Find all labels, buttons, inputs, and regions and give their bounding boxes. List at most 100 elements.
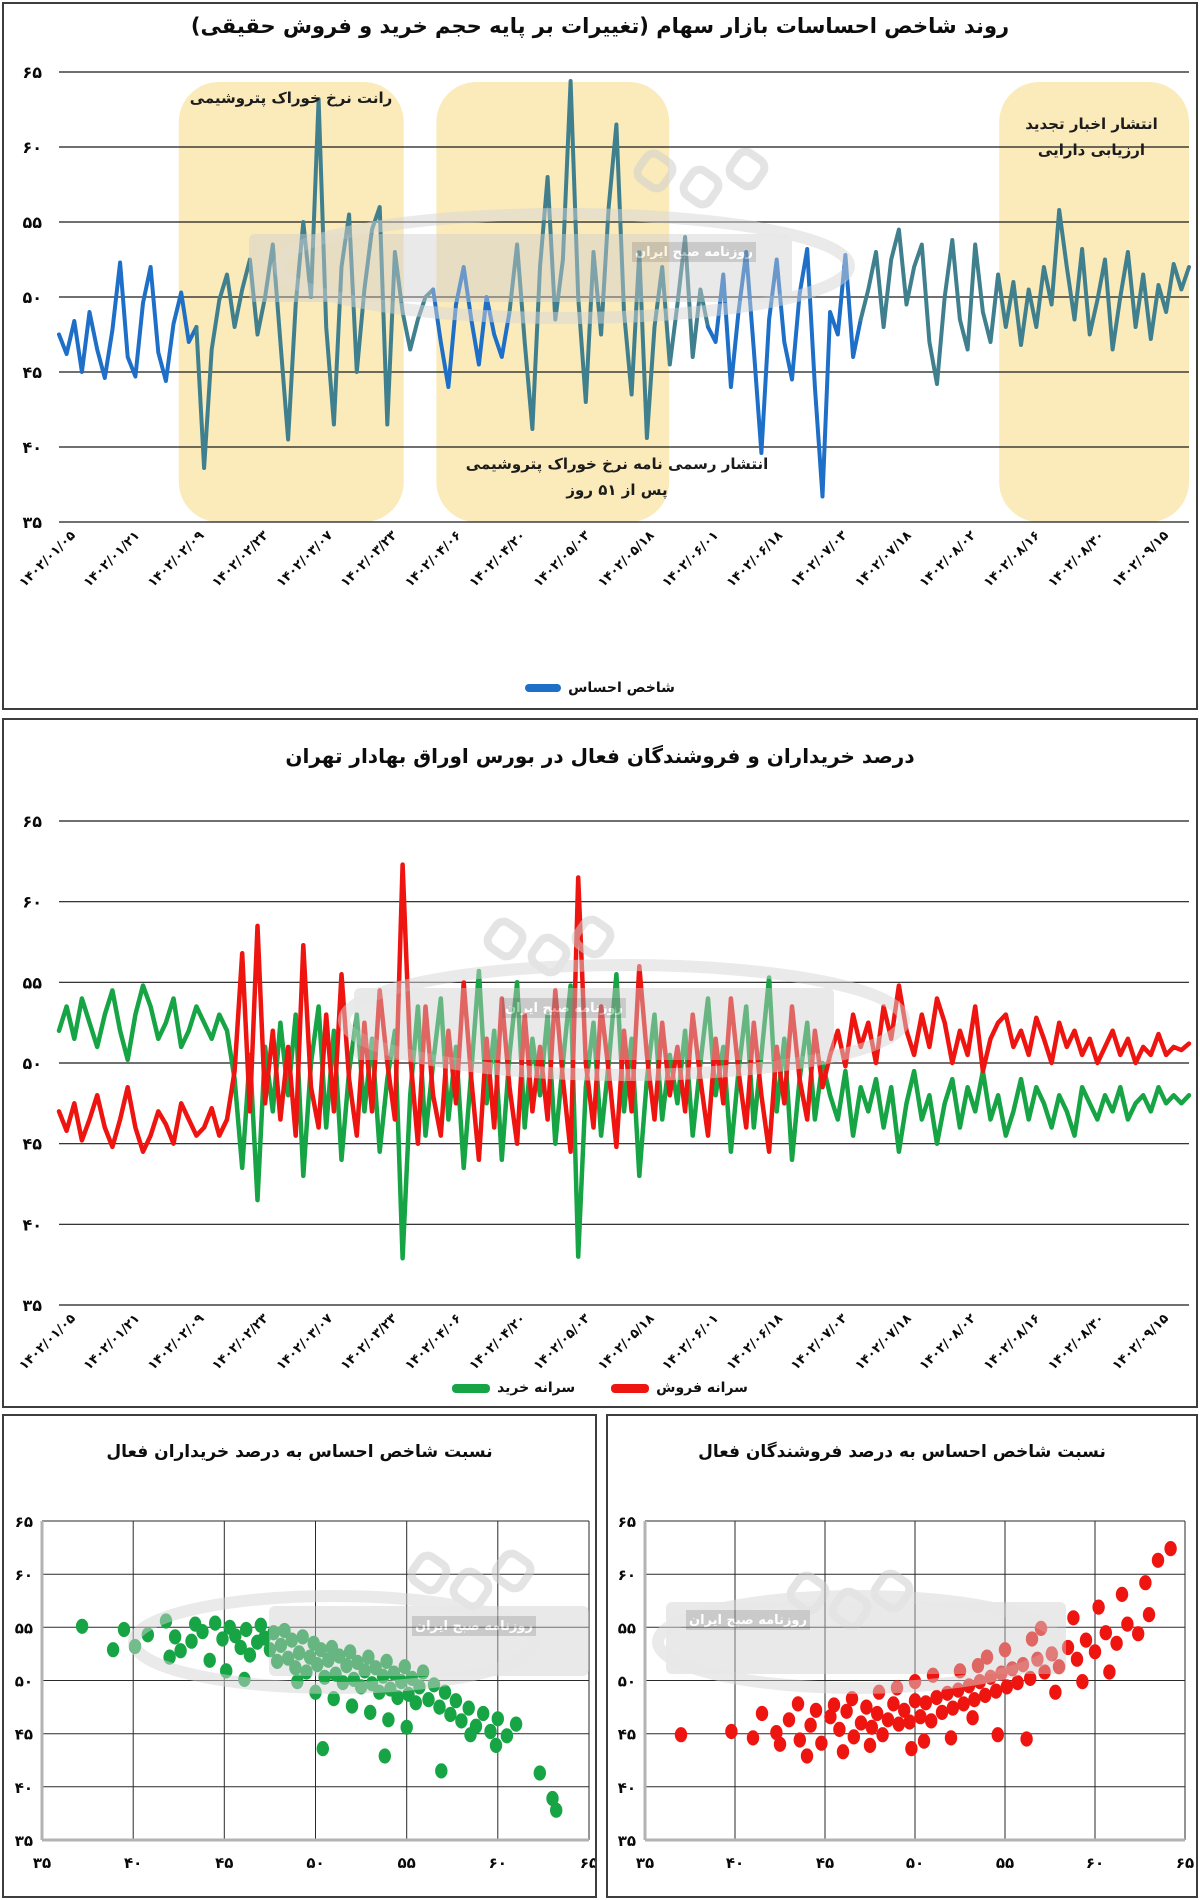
data-point <box>203 1652 216 1668</box>
data-point <box>1016 1657 1030 1673</box>
y-tick-label: ۴۰ <box>618 1779 636 1797</box>
data-point <box>926 1667 940 1683</box>
data-point <box>984 1669 997 1685</box>
data-point <box>1011 1675 1024 1691</box>
data-point <box>238 1671 251 1687</box>
data-point <box>469 1718 483 1734</box>
highlight-region <box>999 82 1189 522</box>
sell-legend-swatch <box>611 1383 650 1393</box>
date-label: ۱۴۰۲/۰۶/۱۸ <box>724 528 786 590</box>
data-point <box>343 1644 357 1660</box>
chart-buyers-sellers: ۶۵ ۶۰ ۵۵ ۵۰ ۴۵ ۴۰ ۳۵ ۱۴۰۲/۰۱/۰۵ ۱۴۰۲/۰۱/۲۱ ۱۴۰۲/۰… <box>2 718 1198 1408</box>
data-point <box>946 1700 959 1716</box>
y-tick-label: ۵۵ <box>22 973 42 992</box>
data-point <box>919 1695 932 1711</box>
data-point <box>1006 1661 1019 1677</box>
x-tick-label: ۴۵ <box>215 1854 233 1872</box>
x-tick-label: ۵۰ <box>306 1854 324 1872</box>
data-point <box>925 1713 938 1729</box>
data-point <box>827 1697 841 1713</box>
data-point <box>1110 1635 1123 1651</box>
data-point <box>509 1716 523 1732</box>
x-tick-label: ۴۵ <box>816 1854 834 1872</box>
data-point <box>229 1628 242 1644</box>
data-point <box>327 1691 340 1707</box>
y-tick-label: ۵۰ <box>15 1673 33 1691</box>
date-label: ۱۴۰۲/۰۱/۰۵ <box>17 528 79 590</box>
y-tick-label: ۶۵ <box>22 63 42 82</box>
data-point <box>863 1737 877 1753</box>
x-tick-label: ۶۵ <box>580 1854 595 1872</box>
data-point <box>1061 1639 1075 1656</box>
data-point <box>782 1712 796 1728</box>
sentiment-legend-label: شاخص احساس <box>568 680 675 696</box>
date-label: ۱۴۰۲/۰۸/۰۲ <box>917 528 979 590</box>
data-point <box>1151 1552 1165 1568</box>
date-label: ۱۴۰۲/۰۱/۰۵ <box>17 1311 79 1373</box>
data-point <box>890 1680 904 1696</box>
y-tick-label: ۵۰ <box>22 1054 42 1073</box>
data-point <box>1000 1679 1013 1695</box>
data-point <box>1070 1651 1084 1667</box>
data-point <box>1092 1599 1105 1615</box>
y-tick-label: ۶۰ <box>618 1566 636 1584</box>
data-point <box>887 1696 900 1712</box>
watermark-logo: روزنامه صبح ایران <box>128 1549 589 1694</box>
data-point <box>836 1744 850 1760</box>
y-tick-label: ۵۵ <box>15 1619 33 1637</box>
data-point <box>373 1684 386 1700</box>
data-point <box>271 1653 284 1669</box>
data-point <box>800 1748 814 1764</box>
data-point <box>391 1689 404 1706</box>
data-point <box>1052 1659 1066 1675</box>
x-tick-label: ۴۰ <box>726 1854 744 1872</box>
date-label: ۱۴۰۲/۰۹/۱۵ <box>1110 528 1172 590</box>
data-point <box>1115 1586 1129 1602</box>
data-point <box>546 1790 559 1807</box>
y-tick-label: ۶۵ <box>22 812 42 831</box>
data-point <box>243 1647 257 1663</box>
chart2-title: درصد خریداران و فروشندگان فعال در بورس ا… <box>285 744 915 768</box>
data-point <box>258 1630 271 1646</box>
data-point <box>824 1709 837 1725</box>
data-point <box>444 1706 457 1723</box>
y-tick-label: ۶۰ <box>22 138 42 157</box>
y-tick-label: ۳۵ <box>15 1832 33 1850</box>
data-point <box>413 1679 426 1695</box>
data-point <box>1025 1631 1039 1647</box>
data-point <box>484 1723 497 1740</box>
data-point <box>491 1711 504 1727</box>
data-point <box>953 1663 967 1679</box>
date-label: ۱۴۰۲/۰۳/۲۳ <box>338 528 400 590</box>
data-point <box>128 1638 142 1655</box>
date-label: ۱۴۰۲/۰۷/۱۸ <box>853 1311 915 1373</box>
data-point <box>860 1699 873 1715</box>
data-point <box>847 1729 860 1745</box>
buy-legend-swatch <box>452 1383 491 1393</box>
data-point <box>1139 1575 1152 1591</box>
sellers-scatter-canvas: ۳۵ ۴۰ ۴۵ ۵۰ ۵۵ ۶۰ ۶۵ ۶۵ ۶۰ ۵۵ ۵۰ ۴۵ ۴۰ ۳۵ روزنامه صبح … <box>618 1513 1194 1872</box>
data-point <box>962 1678 976 1694</box>
date-label: ۱۴۰۲/۰۵/۱۸ <box>595 528 657 590</box>
data-point <box>1031 1651 1044 1667</box>
data-point <box>804 1717 817 1733</box>
data-point <box>755 1705 769 1722</box>
data-point <box>674 1727 688 1743</box>
y-tick-label: ۴۵ <box>22 1135 42 1154</box>
y-tick-label: ۵۰ <box>618 1673 636 1691</box>
data-point <box>989 1683 1003 1699</box>
data-point <box>930 1689 943 1706</box>
data-point <box>322 1652 335 1668</box>
date-label: ۱۴۰۲/۰۲/۰۹ <box>145 528 207 590</box>
y-tick-label: ۶۵ <box>618 1513 636 1531</box>
data-point <box>311 1657 324 1673</box>
data-point <box>300 1664 313 1680</box>
data-point <box>998 1642 1012 1658</box>
data-point <box>489 1737 503 1753</box>
data-point <box>941 1685 954 1701</box>
buy-legend-label: سرانه خرید <box>497 1380 576 1396</box>
chart1-title: روند شاخص احساسات بازار سهام (تغییرات بر… <box>190 14 1010 38</box>
data-point <box>1132 1626 1145 1642</box>
x-tick-label: ۵۰ <box>906 1854 924 1872</box>
data-point <box>876 1727 889 1743</box>
